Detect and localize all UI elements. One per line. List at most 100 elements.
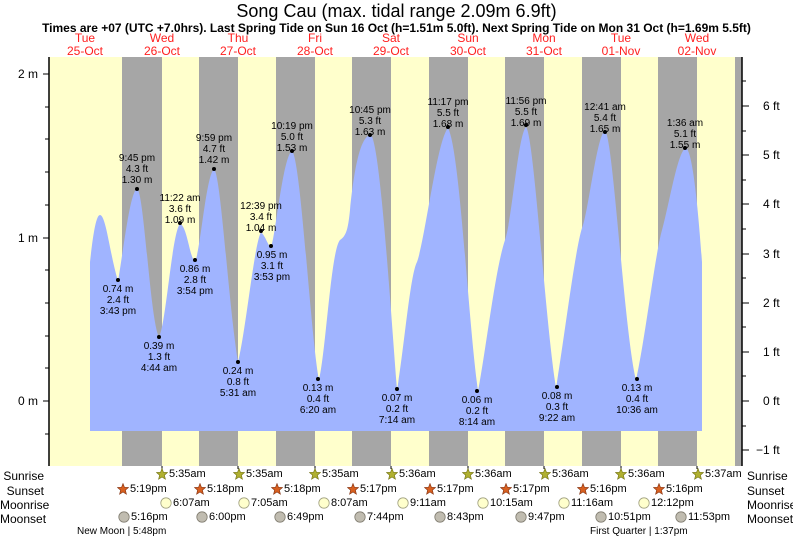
y-label-minus1ft: −1 ft <box>756 443 780 457</box>
y-label-4ft: 4 ft <box>763 197 780 211</box>
moonrise-circle-icon <box>238 497 250 509</box>
sunset-star-icon <box>194 483 206 495</box>
sunrise-event: 5:36am <box>386 468 436 480</box>
sunset-event: 5:18pm <box>194 483 244 495</box>
day-label: Sun 30-Oct <box>449 31 486 58</box>
moonrise-circle-icon <box>318 497 330 509</box>
sunset-event: 5:17pm <box>500 483 550 495</box>
moonset-event: 11:53pm <box>675 511 730 523</box>
y-label-5ft: 5 ft <box>763 148 780 162</box>
day-label: Thu 27-Oct <box>219 31 256 58</box>
moonset-circle-icon <box>595 511 607 523</box>
moonset-circle-icon <box>515 511 527 523</box>
moonset-event: 6:00pm <box>196 511 246 523</box>
y-label-2ft: 2 ft <box>763 296 780 310</box>
moonset-circle-icon <box>118 511 130 523</box>
moonset-circle-icon <box>196 511 208 523</box>
moonset-row-label: Moonset <box>0 512 47 526</box>
tide-label-low: 0.07 m 0.2 ft 7:14 am <box>378 393 416 426</box>
sunrise-star-icon <box>539 468 551 480</box>
moonset-circle-icon <box>354 511 366 523</box>
sunrise-star-icon <box>386 468 398 480</box>
day-label: Fri 28-Oct <box>296 31 333 58</box>
chart-title: Song Cau (max. tidal range 2.09m 6.9ft) <box>236 1 557 21</box>
moonrise-circle-icon <box>397 497 409 509</box>
moonrise-event: 8:07am <box>318 497 368 509</box>
y-label-3ft: 3 ft <box>763 247 780 261</box>
sunset-row-label: Sunset <box>6 484 44 498</box>
tide-extreme-markers <box>116 123 687 393</box>
y-label-6ft: 6 ft <box>763 99 780 113</box>
tide-label-high: 11:22 am 3.6 ft 1.09 m <box>159 193 201 226</box>
day-label: Wed 26-Oct <box>143 31 180 58</box>
moonrise-circle-icon <box>160 497 172 509</box>
sunset-event: 5:18pm <box>271 483 321 495</box>
moonset-event: 7:44pm <box>354 511 404 523</box>
moonset-circle-icon <box>274 511 286 523</box>
sunrise-star-icon <box>692 468 704 480</box>
moonrise-event: 6:07am <box>160 497 210 509</box>
sunset-star-icon <box>117 483 129 495</box>
sunrise-event: 5:37am <box>692 468 742 480</box>
tide-label-low: 0.95 m 3.1 ft 3:53 pm <box>253 250 291 283</box>
sunrise-star-icon <box>309 468 321 480</box>
tide-label-high: 11:17 pm 5.5 ft 1.68 m <box>427 97 469 130</box>
sunset-star-icon <box>424 483 436 495</box>
tide-label-high: 9:45 pm 4.3 ft 1.30 m <box>118 153 156 186</box>
tide-label-low: 0.39 m 1.3 ft 4:44 am <box>140 341 178 374</box>
sunset-event: 5:17pm <box>424 483 474 495</box>
moonset-circle-icon <box>434 511 446 523</box>
tide-label-low: 0.24 m 0.8 ft 5:31 am <box>219 366 257 399</box>
sunset-star-icon <box>271 483 283 495</box>
tide-label-low: 0.86 m 2.8 ft 3:54 pm <box>176 264 214 297</box>
sunset-row-label-right: Sunset <box>747 484 785 498</box>
moonrise-event: 10:15am <box>477 497 533 509</box>
moonset-circle-icon <box>675 511 687 523</box>
tide-label-high: 9:59 pm 4.7 ft 1.42 m <box>195 133 233 166</box>
sunrise-event: 5:35am <box>233 468 283 480</box>
tide-label-low: 0.13 m 0.4 ft 6:20 am <box>299 383 337 416</box>
tide-curve <box>90 127 702 431</box>
moonrise-circle-icon <box>558 497 570 509</box>
moonset-event: 8:43pm <box>434 511 484 523</box>
y-label-2m: 2 m <box>17 67 38 81</box>
tide-label-low: 0.13 m 0.4 ft 10:36 am <box>616 383 658 416</box>
moon-phase-new-moon: New Moon | 5:48pm <box>77 526 167 537</box>
sunset-event: 5:16pm <box>653 483 703 495</box>
moonrise-event: 11:16am <box>558 497 613 509</box>
moon-phase-first-quarter: First Quarter | 1:37pm <box>590 526 688 537</box>
moonrise-event: 7:05am <box>238 497 288 509</box>
sunset-event: 5:17pm <box>347 483 397 495</box>
day-label: Tue 25-Oct <box>66 31 103 58</box>
moonrise-circle-icon <box>638 497 650 509</box>
sunrise-event: 5:35am <box>156 468 206 480</box>
sunrise-row-label-right: Sunrise <box>747 469 788 483</box>
day-label: Sat 29-Oct <box>372 31 409 58</box>
moonrise-row-label: Moonrise <box>0 498 50 512</box>
tide-label-low: 0.74 m 2.4 ft 3:43 pm <box>99 284 137 317</box>
moonrise-event: 9:11am <box>397 497 446 509</box>
y-label-1ft: 1 ft <box>763 345 780 359</box>
sunrise-event: 5:36am <box>462 468 512 480</box>
moonset-row-label-right: Moonset <box>747 512 793 526</box>
sunset-star-icon <box>577 483 589 495</box>
moonrise-event: 12:12pm <box>638 497 694 509</box>
day-label: Mon 31-Oct <box>525 31 562 58</box>
chart-subtitle: Times are +07 (UTC +7.0hrs). Last Spring… <box>42 21 751 35</box>
sunrise-event: 5:35am <box>309 468 359 480</box>
left-axis <box>43 57 50 466</box>
tide-label-low: 0.06 m 0.2 ft 8:14 am <box>458 395 496 428</box>
y-label-0m: 0 m <box>17 394 38 408</box>
sunset-star-icon <box>653 483 665 495</box>
sunset-star-icon <box>500 483 512 495</box>
sunrise-star-icon <box>156 468 168 480</box>
right-axis <box>741 57 749 466</box>
moonset-event: 10:51pm <box>595 511 651 523</box>
sunrise-event: 5:36am <box>615 468 665 480</box>
tide-label-high: 12:41 am 5.4 ft 1.65 m <box>584 102 626 135</box>
tide-label-high: 11:56 pm 5.5 ft 1.69 m <box>505 96 547 129</box>
y-label-1m: 1 m <box>17 231 38 245</box>
sunrise-star-icon <box>462 468 474 480</box>
sunrise-star-icon <box>615 468 627 480</box>
